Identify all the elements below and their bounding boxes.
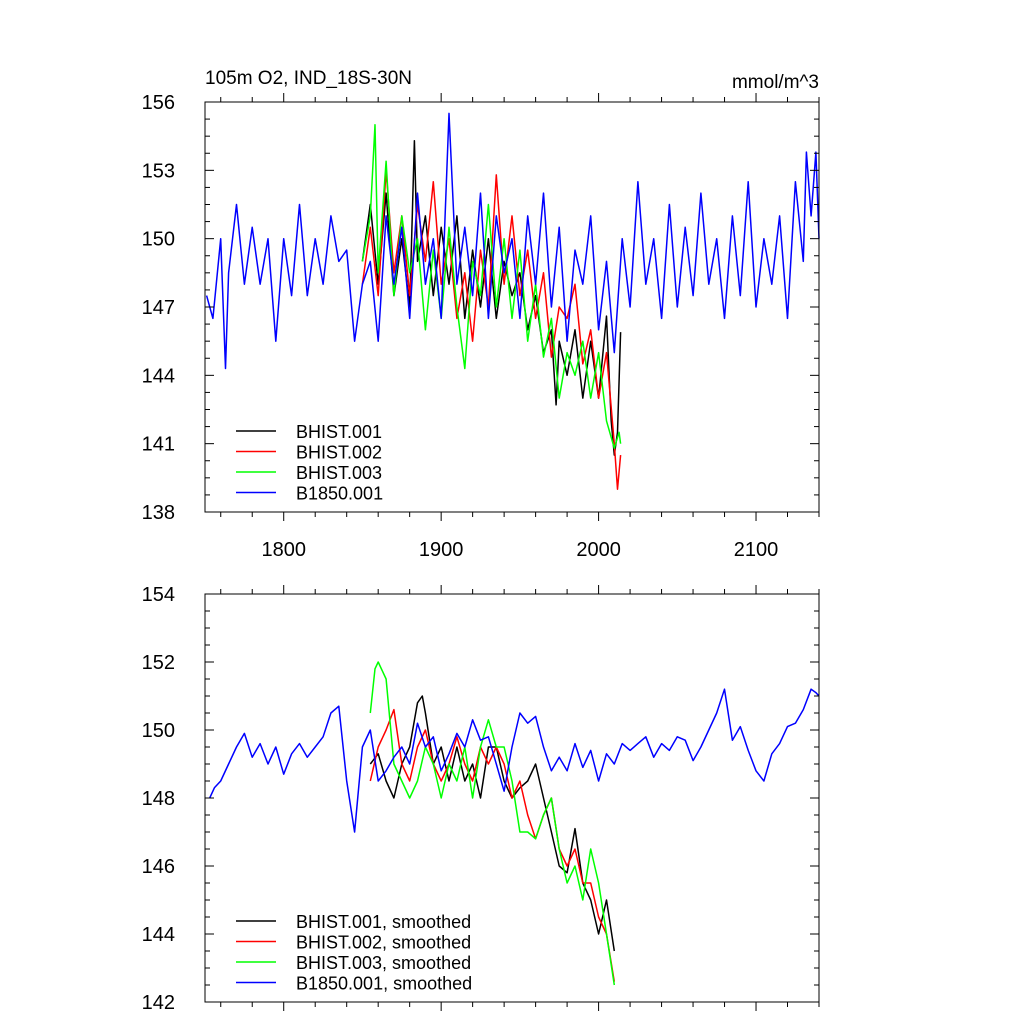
chart-title: 105m O2, IND_18S-30N [205, 68, 412, 89]
series-line-4 [205, 112, 820, 370]
legend-label: BHIST.001, smoothed [296, 912, 471, 932]
y-tick-label: 150 [142, 229, 175, 251]
y-tick-label: 147 [142, 297, 175, 319]
y-tick-label: 144 [142, 365, 175, 387]
top-panel: 138 141 144 147 150 153 156 1800 1900 2000 2100 105… [142, 68, 820, 561]
y-tick-label: 142 [142, 992, 175, 1014]
series-line-4 [209, 688, 820, 833]
y-tick-label: 156 [142, 92, 175, 114]
legend-label: B1850.001 [296, 484, 383, 504]
series-line-2 [369, 708, 616, 982]
units-label: mmol/m^3 [732, 72, 819, 93]
series-line-3 [369, 661, 616, 986]
series-line-1 [369, 695, 616, 952]
legend-label: BHIST.003 [296, 463, 382, 483]
bottom-panel: 142 144 146 148 150 152 154 BHIST.001, smoothed… [142, 584, 820, 1014]
y-tick-label: 146 [142, 856, 175, 878]
legend-label: B1850.001, smoothed [296, 974, 472, 994]
y-tick-label: 152 [142, 652, 175, 674]
legend-label: BHIST.003, smoothed [296, 953, 471, 973]
y-tick-label: 150 [142, 720, 175, 742]
series-line-1 [361, 139, 622, 456]
x-tick-label: 2100 [734, 539, 779, 561]
x-tick-label: 1900 [419, 539, 464, 561]
y-tick-label: 138 [142, 502, 175, 524]
series-line-3 [361, 124, 622, 449]
series-line-2 [361, 169, 622, 490]
y-tick-label: 148 [142, 788, 175, 810]
y-tick-label: 154 [142, 584, 175, 606]
x-tick-label: 1800 [261, 539, 306, 561]
legend-label: BHIST.002, smoothed [296, 933, 471, 953]
legend-label: BHIST.001 [296, 422, 382, 442]
legend-label: BHIST.002 [296, 443, 382, 463]
x-tick-label: 2000 [576, 539, 621, 561]
y-tick-label: 153 [142, 160, 175, 182]
y-tick-label: 141 [142, 434, 175, 456]
y-tick-label: 144 [142, 924, 175, 946]
